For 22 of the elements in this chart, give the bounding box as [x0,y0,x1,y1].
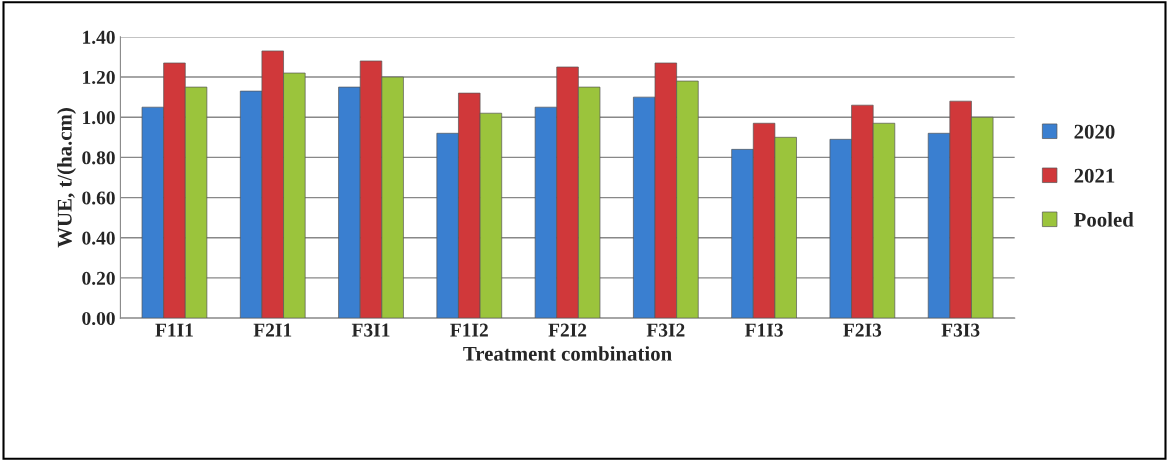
y-tick-label: 1.20 [83,70,115,85]
x-tick-label: F3I2 [646,323,685,337]
x-tick-label: F3I1 [351,323,390,337]
legend-label: 2021 [1074,168,1115,183]
y-tick-label: 0.60 [82,191,115,205]
x-tick-label: F1I2 [450,323,488,337]
legend-label: 2020 [1074,124,1115,139]
y-tick-label: 0.40 [82,231,115,245]
y-tick-label: 0.80 [82,151,115,165]
y-tick-label: 0.00 [82,311,115,326]
y-tick-label: 0.20 [82,271,115,285]
x-tick-label: F3I3 [941,323,980,337]
y-tick-label: 1.00 [83,111,115,125]
y-axis-title: WUE, t/(ha.cm) [57,108,76,248]
legend-label: Pooled [1073,212,1134,227]
x-tick-label: F2I2 [548,323,587,337]
x-tick-label: F2I3 [843,323,882,337]
x-tick-label: F1I3 [744,323,783,337]
x-axis-title: Treatment combination [463,346,672,361]
x-tick-label: F2I1 [253,323,292,337]
y-tick-label: 1.40 [83,30,115,44]
x-tick-label: F1I1 [155,323,193,337]
